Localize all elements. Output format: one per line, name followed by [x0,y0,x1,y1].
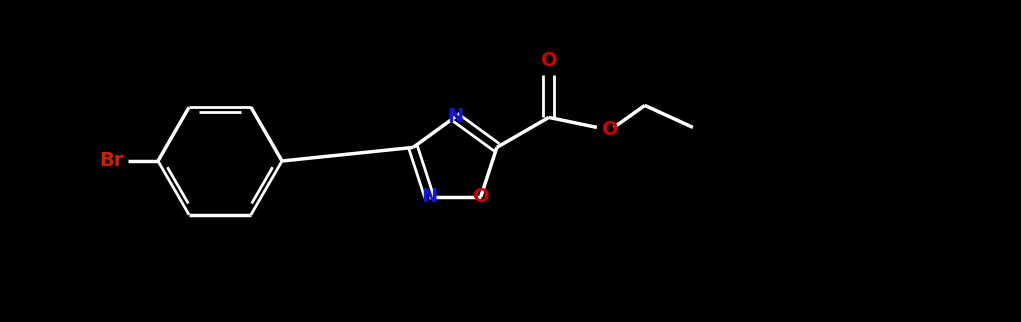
Text: Br: Br [100,151,124,171]
Text: N: N [447,108,464,127]
Text: O: O [540,52,557,71]
Text: O: O [473,187,489,206]
Text: N: N [421,187,437,206]
Text: O: O [601,120,619,139]
